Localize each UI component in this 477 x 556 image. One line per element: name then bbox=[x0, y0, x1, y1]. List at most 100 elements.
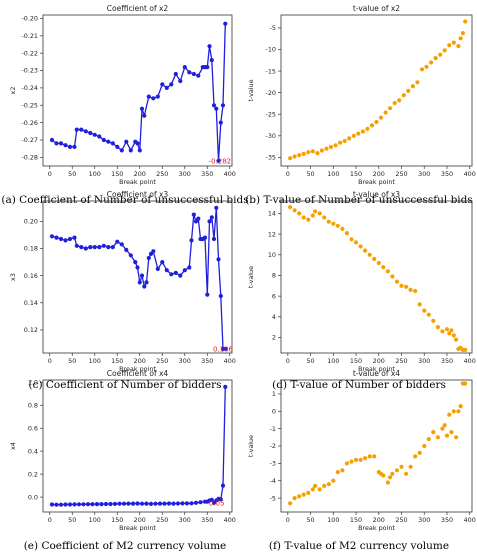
data-point bbox=[144, 280, 149, 285]
data-point bbox=[458, 404, 463, 409]
x-tick-label: 150 bbox=[111, 170, 123, 178]
x-tick-label: 400 bbox=[224, 516, 236, 524]
x-axis-label: Break point bbox=[119, 365, 156, 373]
data-point bbox=[144, 501, 149, 506]
x-tick-label: 250 bbox=[395, 516, 407, 524]
data-point bbox=[335, 223, 340, 228]
y-tick-label: -25 bbox=[266, 110, 276, 118]
data-point bbox=[209, 497, 214, 502]
data-point bbox=[67, 502, 73, 507]
data-point bbox=[110, 245, 115, 250]
data-point bbox=[444, 327, 450, 332]
data-point bbox=[315, 151, 320, 156]
panel-4: t-value of x3 0 50 100 150 200 250 300 350 400 2 4 6… bbox=[247, 190, 476, 391]
data-point bbox=[216, 257, 221, 262]
x-tick-label: 50 bbox=[306, 170, 314, 178]
data-point bbox=[447, 412, 452, 417]
data-point bbox=[426, 437, 431, 442]
data-point bbox=[331, 478, 336, 483]
data-point bbox=[110, 141, 115, 146]
data-point bbox=[349, 459, 354, 464]
data-point bbox=[301, 492, 306, 497]
data-point bbox=[344, 461, 349, 466]
data-point bbox=[438, 52, 443, 57]
data-point bbox=[178, 273, 183, 278]
x-tick-label: 200 bbox=[373, 516, 385, 524]
data-point bbox=[173, 71, 178, 77]
data-point bbox=[360, 129, 365, 134]
data-point bbox=[356, 131, 361, 136]
data-point bbox=[381, 473, 386, 478]
data-point bbox=[205, 292, 210, 297]
panel-3: Coefficient of x3 0 50 100 150 200 250 300 350 40… bbox=[9, 190, 236, 391]
data-point bbox=[205, 65, 210, 70]
x-tick-label: 250 bbox=[395, 357, 407, 365]
x-tick-label: 0 bbox=[48, 170, 52, 178]
data-point bbox=[151, 249, 156, 254]
data-point bbox=[431, 318, 436, 323]
data-point bbox=[72, 235, 77, 240]
data-point bbox=[153, 501, 158, 506]
data-point bbox=[54, 235, 59, 240]
x-tick-label: 100 bbox=[327, 170, 339, 178]
plot-frame bbox=[42, 200, 233, 354]
data-point bbox=[335, 470, 340, 475]
y-tick-label: -4 bbox=[270, 477, 276, 485]
data-point bbox=[333, 143, 338, 148]
x-tick-label: 350 bbox=[201, 170, 213, 178]
y-tick-label: -0.22 bbox=[21, 49, 38, 57]
data-point bbox=[451, 333, 456, 338]
data-point bbox=[67, 236, 73, 242]
x-tick-label: 150 bbox=[350, 516, 362, 524]
data-point bbox=[74, 127, 79, 132]
data-point bbox=[442, 48, 447, 53]
data-point bbox=[137, 280, 142, 285]
data-point bbox=[160, 260, 165, 265]
x-tick-label: 250 bbox=[156, 170, 168, 178]
data-point bbox=[169, 272, 174, 277]
series-line bbox=[51, 23, 226, 161]
data-point bbox=[112, 501, 118, 506]
data-point bbox=[347, 136, 352, 141]
data-point bbox=[189, 238, 194, 243]
data-point bbox=[187, 70, 192, 75]
x-tick-label: 200 bbox=[134, 357, 146, 365]
data-point bbox=[404, 284, 409, 289]
data-point bbox=[72, 144, 77, 149]
data-point bbox=[164, 268, 169, 273]
x-tick-label: 300 bbox=[179, 357, 191, 365]
data-point bbox=[326, 219, 331, 224]
panel-caption: (c) Coefficient of Number of bidders bbox=[28, 379, 221, 391]
data-point bbox=[83, 246, 88, 251]
data-point bbox=[162, 501, 167, 506]
data-point bbox=[388, 106, 393, 111]
data-point bbox=[130, 501, 136, 506]
y-tick-label: 0.12 bbox=[24, 326, 38, 334]
data-point bbox=[106, 245, 111, 250]
data-point bbox=[191, 212, 196, 217]
data-point bbox=[313, 209, 318, 214]
panel-caption: (b) T-value of Number of unsuccessful bi… bbox=[245, 194, 473, 206]
x-tick-label: 150 bbox=[111, 357, 123, 365]
data-point bbox=[164, 85, 169, 90]
data-point bbox=[413, 288, 418, 294]
data-point bbox=[431, 430, 436, 435]
data-point bbox=[463, 19, 468, 24]
data-point bbox=[390, 471, 395, 476]
data-point bbox=[406, 88, 411, 93]
data-point bbox=[458, 36, 463, 41]
x-axis-label: Break point bbox=[358, 524, 395, 532]
x-tick-label: 100 bbox=[327, 357, 339, 365]
data-point bbox=[365, 126, 370, 131]
data-point bbox=[97, 245, 102, 250]
x-tick-label: 350 bbox=[441, 357, 453, 365]
y-tick-label: 0.16 bbox=[24, 272, 38, 280]
data-point bbox=[99, 502, 104, 507]
data-point bbox=[301, 215, 306, 220]
panel-title: t-value of x4 bbox=[353, 369, 400, 378]
data-point bbox=[292, 208, 297, 213]
data-point bbox=[142, 284, 147, 289]
x-tick-label: 0 bbox=[48, 516, 52, 524]
data-point bbox=[319, 148, 324, 153]
data-point bbox=[198, 500, 203, 505]
